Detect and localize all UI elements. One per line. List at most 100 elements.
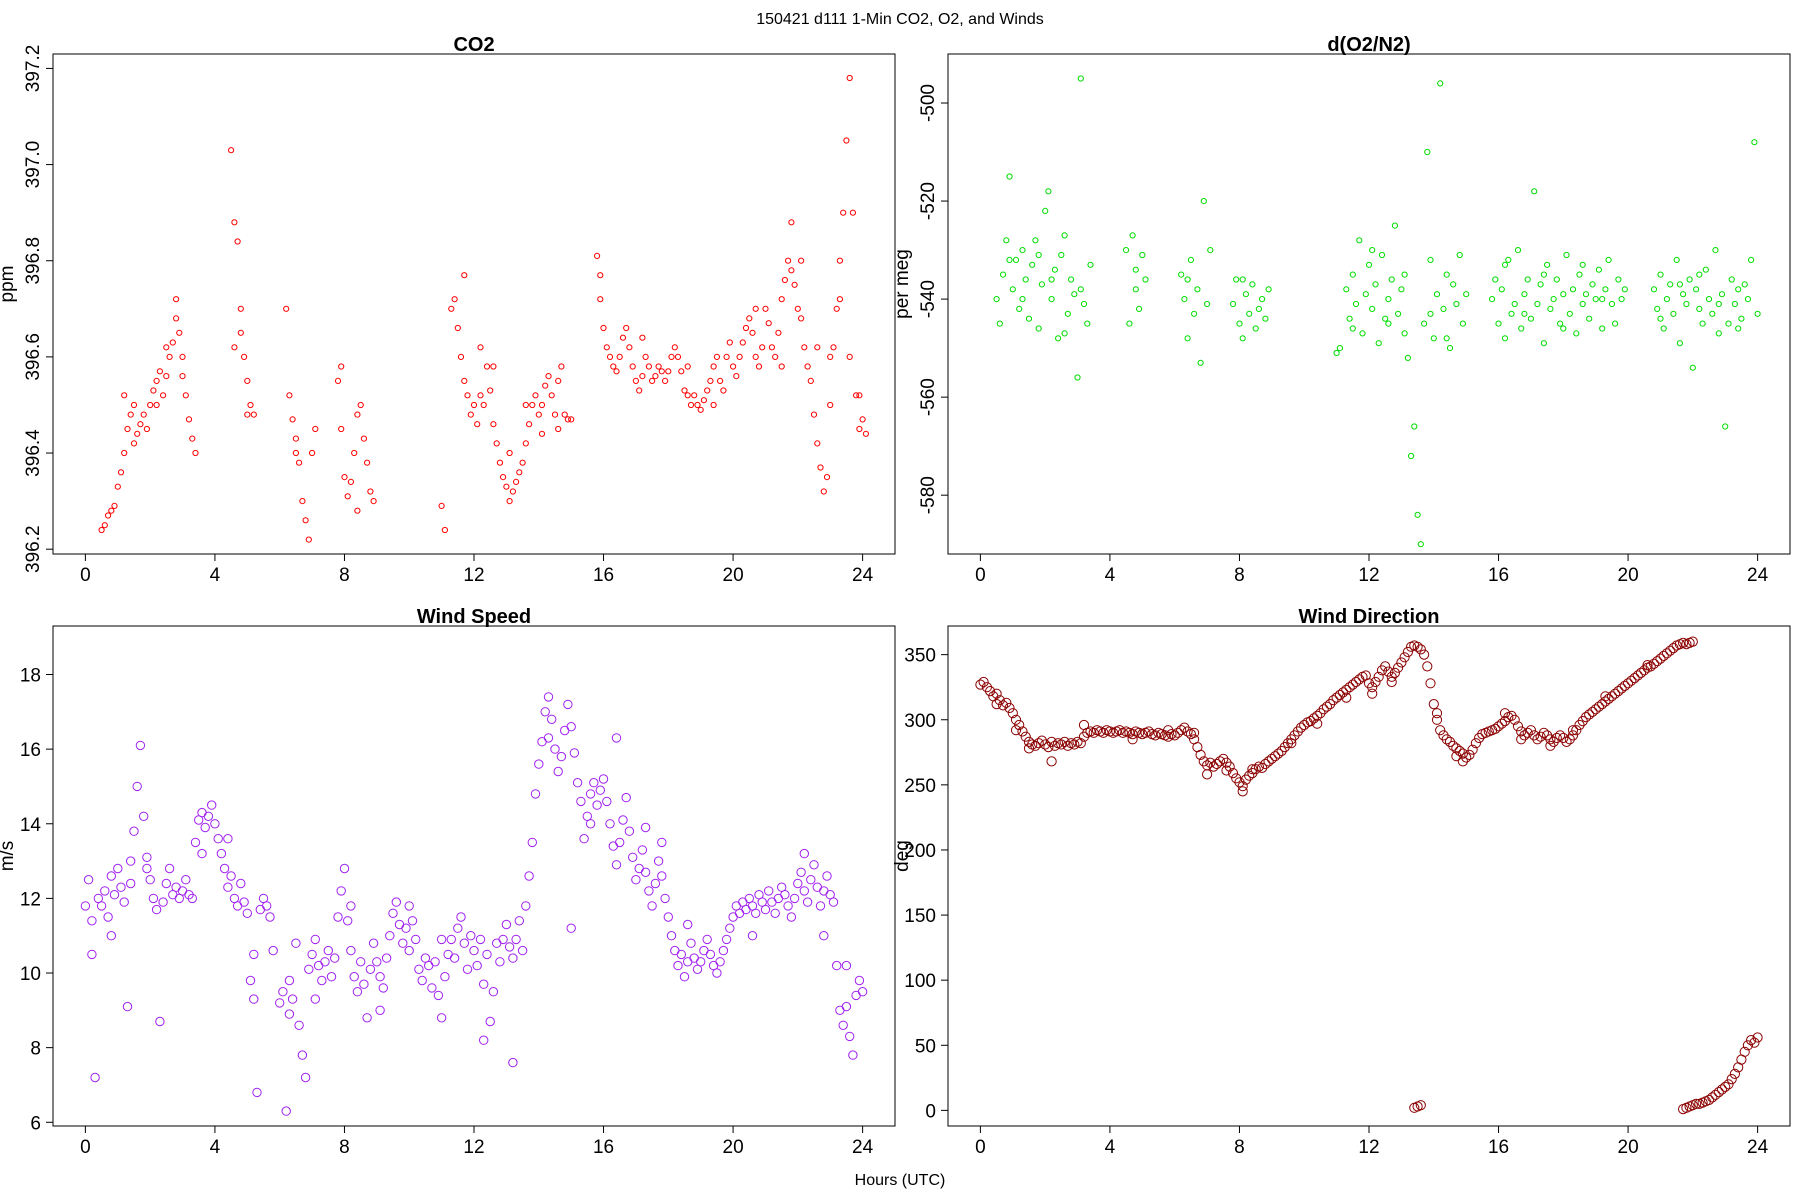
data-point [1123,247,1130,254]
data-point [87,949,97,960]
data-point [613,368,620,375]
data-point [775,329,782,336]
data-point [294,1020,304,1031]
data-point [1376,665,1388,676]
data-point [1075,738,1086,749]
data-point [854,975,865,986]
data-point [398,938,408,948]
data-point [770,908,780,918]
data-point [742,324,750,332]
data-point [485,1016,495,1027]
data-point [1336,345,1344,352]
data-point [1415,644,1426,655]
data-point [283,305,290,312]
y-tick-label: 10 [20,964,41,985]
data-point [1247,764,1258,775]
data-point [645,363,653,370]
data-point [1169,730,1180,741]
data-point [462,964,473,974]
data-point [467,411,474,418]
data-point [1244,770,1255,781]
data-point [1396,657,1407,668]
data-point [1084,320,1091,327]
x-tick-label: 4 [210,565,221,586]
data-point [1247,768,1258,779]
data-point [1440,305,1447,312]
data-point [430,957,440,967]
data-point [747,931,758,941]
data-point [1544,261,1551,268]
data-point [126,878,136,889]
data-point [346,945,356,956]
data-point [1693,286,1700,293]
data-point [1696,271,1703,278]
data-point [653,856,664,866]
data-point [140,411,147,418]
data-point [156,368,163,375]
data-point [1663,296,1671,303]
data-point [1555,730,1566,741]
data-point [1391,222,1399,229]
data-point [859,416,866,423]
data-point [1334,689,1346,701]
data-point [90,1072,100,1083]
y-tick-label: 396.8 [23,237,44,285]
data-point [804,363,811,370]
data-point [1389,667,1401,679]
data-point [1236,320,1243,327]
data-point [1194,286,1201,293]
o2-panel: d(O2/N2) per meg 0 4 8 12 16 20 24 -580 -560 -540 -5… [892,34,1791,586]
data-point [1709,310,1716,317]
figure-xlabel: Hours (UTC) [855,1172,946,1189]
y-tick-label: 396.2 [23,525,44,573]
data-point [407,916,418,926]
data-point [1007,708,1018,719]
data-point [628,852,638,862]
data-point [1029,261,1036,268]
data-point [798,257,805,264]
data-point [249,949,259,960]
data-point [226,871,236,881]
y-tick-label: 100 [904,971,936,992]
x-tick-label: 16 [593,1137,614,1158]
data-point [441,526,448,534]
data-point [1443,335,1450,342]
data-point [697,406,704,413]
data-point [1446,345,1454,352]
data-point [1386,671,1397,682]
data-point [1056,739,1067,750]
data-point [163,373,170,380]
data-point [169,339,176,346]
data-point [223,834,233,844]
x-tick-label: 4 [1105,1137,1116,1158]
data-point [368,938,379,948]
y-tick-label: 14 [20,815,42,836]
data-point [292,435,299,442]
data-point [836,257,844,264]
data-point [1352,300,1360,308]
data-point [996,320,1003,327]
data-point [696,957,706,967]
data-point [1657,271,1664,278]
data-point [712,968,722,978]
y-tick-label: 18 [20,666,41,687]
data-point [1343,286,1350,293]
data-point [681,387,688,394]
data-point [103,912,113,922]
data-point [1388,276,1395,283]
data-point [739,339,746,346]
data-point [1467,744,1478,755]
data-point [843,137,850,144]
data-point [725,923,735,933]
data-point [362,1013,372,1023]
data-point [679,972,690,982]
data-point [809,860,819,870]
data-point [1286,734,1297,745]
data-point [592,800,602,810]
data-point [1184,335,1191,342]
data-point [781,276,789,284]
data-point [532,392,539,399]
data-point [404,945,414,956]
data-point [1532,734,1543,745]
data-point [723,353,730,360]
